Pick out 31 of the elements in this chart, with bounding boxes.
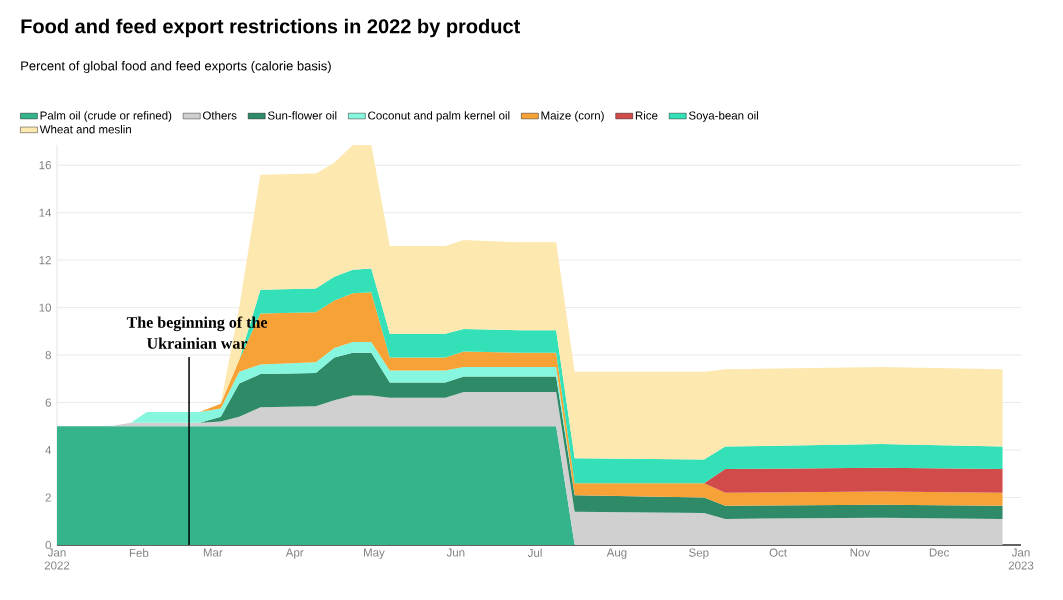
legend-label: Palm oil (crude or refined): [40, 111, 172, 122]
x-tick-label: Aug: [606, 548, 627, 559]
x-tick-label: Mar: [203, 548, 223, 557]
legend-label: Others: [202, 111, 237, 120]
y-tick-label: 16: [39, 161, 51, 170]
y-tick-label: 8: [45, 351, 51, 360]
y-tick-label: 12: [39, 256, 51, 265]
chart-subtitle: Percent of global food and feed exports (calorie basis): [21, 60, 331, 74]
chart-title: Food and feed export restrictions in 2022 by product: [21, 18, 521, 38]
y-tick-label: 2: [45, 493, 51, 502]
y-tick-label: 6: [45, 398, 51, 407]
x-tick-label: Jan 2023: [1008, 548, 1034, 570]
x-tick-label: Sep: [689, 548, 709, 559]
x-tick-label: Nov: [850, 548, 871, 557]
x-tick-label: Dec: [929, 548, 950, 557]
y-tick-label: 14: [39, 208, 52, 217]
x-tick-label: Apr: [285, 548, 304, 559]
legend-label: Maize (corn): [541, 111, 604, 122]
x-tick-label: Oct: [769, 548, 787, 557]
legend-label: Wheat and meslin: [39, 124, 131, 134]
x-tick-label: May: [364, 548, 385, 559]
x-tick-label: Jan 2022: [44, 548, 70, 570]
x-tick-label: Jun: [446, 548, 465, 557]
legend-label: Sun-flower oil: [267, 111, 337, 120]
legend-label: Soya-bean oil: [688, 111, 758, 122]
legend-label: Rice: [635, 111, 658, 120]
y-tick-label: 10: [39, 303, 52, 312]
x-tick-label: Feb: [129, 548, 149, 557]
legend-label: Coconut and palm kernel oil: [368, 111, 510, 122]
x-tick-label: Jul: [527, 548, 542, 557]
y-tick-label: 4: [45, 446, 52, 454]
